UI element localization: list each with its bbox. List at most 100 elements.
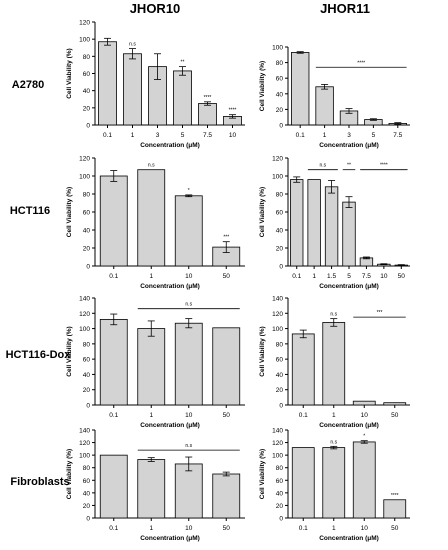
x-tick-label: 50 bbox=[391, 525, 399, 532]
y-tick-label: 60 bbox=[83, 478, 91, 485]
x-tick-label: 1 bbox=[149, 525, 153, 532]
significance-label: **** bbox=[204, 95, 212, 101]
chart-panel-4: 0 20 40 60 80 100 120 Cell Viability (%) 0.1 1 1.5… bbox=[259, 156, 410, 290]
x-tick-label: 1.5 bbox=[327, 273, 336, 280]
y-axis-title: Cell Viability (%) bbox=[259, 449, 266, 499]
y-tick-label: 60 bbox=[276, 210, 284, 217]
bar bbox=[342, 201, 356, 267]
y-tick-label: 0 bbox=[86, 516, 90, 523]
x-axis-title: Concentration (μM) bbox=[319, 142, 379, 149]
x-tick-label: 10 bbox=[185, 273, 193, 280]
significance-label: *** bbox=[223, 235, 229, 241]
y-tick-label: 60 bbox=[276, 76, 284, 83]
bar bbox=[99, 454, 128, 519]
y-tick-label: 100 bbox=[272, 174, 283, 181]
y-tick-label: 60 bbox=[83, 210, 91, 217]
y-tick-label: 120 bbox=[272, 440, 283, 447]
y-tick-label: 140 bbox=[272, 296, 283, 303]
y-axis-title: Cell Viability (%) bbox=[66, 187, 73, 237]
x-axis-title: Concentration (μM) bbox=[140, 283, 200, 290]
row-label-fibroblasts: Fibroblasts bbox=[10, 476, 69, 488]
significance-label: n.s bbox=[330, 439, 337, 445]
x-tick-label: 1 bbox=[323, 132, 327, 139]
x-tick-label: 0.1 bbox=[103, 132, 112, 139]
x-tick-label: 50 bbox=[223, 273, 231, 280]
y-tick-label: 20 bbox=[276, 246, 284, 253]
x-tick-label: 10 bbox=[361, 412, 369, 419]
x-axis-title: Concentration (μM) bbox=[140, 142, 200, 149]
y-axis-title: Cell Viability (%) bbox=[259, 187, 266, 237]
y-tick-label: 0 bbox=[86, 264, 90, 271]
significance-label: **** bbox=[380, 163, 388, 169]
y-tick-label: 100 bbox=[272, 453, 283, 460]
x-tick-label: 0.1 bbox=[296, 132, 305, 139]
x-tick-label: 0.1 bbox=[109, 412, 118, 419]
y-tick-label: 80 bbox=[276, 341, 284, 348]
y-axis-title: Cell Viability (%) bbox=[259, 61, 266, 111]
significance-label: n.s bbox=[330, 312, 337, 318]
x-axis-title: Concentration (μM) bbox=[140, 535, 200, 542]
y-tick-label: 0 bbox=[279, 264, 283, 271]
x-tick-label: 10 bbox=[380, 273, 388, 280]
bar bbox=[290, 179, 304, 267]
y-tick-label: 100 bbox=[79, 174, 90, 181]
chart-panel-2: 0 20 40 60 80 100 Cell Viability (%) 0.1 1 3 5 7.5 C… bbox=[259, 45, 410, 149]
bar bbox=[137, 459, 166, 519]
y-tick-label: 80 bbox=[276, 60, 284, 67]
y-tick-label: 60 bbox=[276, 357, 284, 364]
x-tick-label: 0.1 bbox=[299, 525, 308, 532]
x-tick-label: 0.1 bbox=[109, 273, 118, 280]
y-tick-label: 40 bbox=[83, 88, 91, 95]
y-tick-label: 120 bbox=[79, 311, 90, 318]
bar bbox=[291, 447, 315, 519]
y-axis-title: Cell Viability (%) bbox=[66, 48, 73, 98]
bar bbox=[212, 473, 241, 519]
y-tick-label: 20 bbox=[276, 503, 284, 510]
significance-label: n.s bbox=[185, 443, 192, 449]
bar bbox=[99, 175, 128, 267]
y-tick-label: 100 bbox=[272, 326, 283, 333]
column-title-jhor10: JHOR10 bbox=[130, 1, 181, 16]
y-tick-label: 120 bbox=[79, 156, 90, 163]
bar bbox=[291, 333, 315, 406]
significance-label: * bbox=[188, 188, 190, 194]
y-tick-label: 140 bbox=[79, 296, 90, 303]
y-tick-label: 0 bbox=[86, 403, 90, 410]
y-axis-title: Cell Viability (%) bbox=[259, 326, 266, 376]
bar bbox=[137, 169, 166, 267]
x-tick-label: 5 bbox=[347, 273, 351, 280]
significance-label: **** bbox=[357, 60, 365, 66]
x-tick-label: 1 bbox=[332, 412, 336, 419]
x-tick-label: 1 bbox=[312, 273, 316, 280]
y-tick-label: 0 bbox=[279, 403, 283, 410]
y-tick-label: 40 bbox=[83, 372, 91, 379]
x-axis-title: Concentration (μM) bbox=[319, 422, 379, 429]
y-tick-label: 0 bbox=[279, 123, 283, 130]
significance-label: ** bbox=[347, 163, 351, 169]
bar bbox=[98, 41, 117, 126]
bar bbox=[322, 447, 346, 519]
y-tick-label: 80 bbox=[83, 341, 91, 348]
significance-label: n.s bbox=[129, 42, 136, 48]
y-tick-label: 0 bbox=[86, 123, 90, 130]
bar bbox=[174, 322, 203, 406]
significance-label: *** bbox=[377, 310, 383, 316]
y-tick-label: 20 bbox=[83, 246, 91, 253]
chart-panel-8: 0 20 40 60 80 100 120 140 Cell Viability (%) 0.1 1… bbox=[259, 428, 410, 542]
chart-panel-6: 0 20 40 60 80 100 120 140 Cell Viability (%) 0.1 1… bbox=[259, 296, 410, 429]
y-tick-label: 20 bbox=[276, 387, 284, 394]
bar bbox=[123, 53, 142, 126]
x-tick-label: 7.5 bbox=[362, 273, 371, 280]
x-tick-label: 1 bbox=[332, 525, 336, 532]
significance-label: * bbox=[363, 434, 365, 440]
bar bbox=[174, 463, 203, 519]
bar bbox=[198, 103, 217, 126]
y-tick-label: 140 bbox=[79, 428, 90, 435]
significance-label: n.s bbox=[148, 163, 155, 169]
y-tick-label: 40 bbox=[276, 490, 284, 497]
y-tick-label: 40 bbox=[276, 372, 284, 379]
y-tick-label: 140 bbox=[272, 428, 283, 435]
x-tick-label: 0.1 bbox=[109, 525, 118, 532]
bar bbox=[307, 179, 321, 267]
